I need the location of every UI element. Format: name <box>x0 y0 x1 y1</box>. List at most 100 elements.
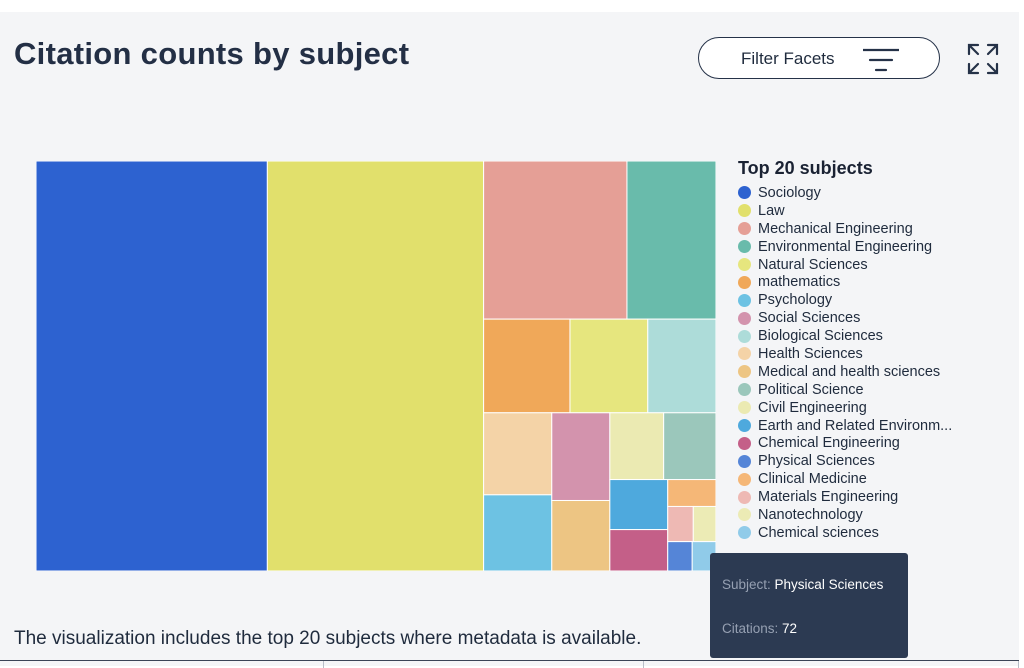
legend-item[interactable]: Clinical Medicine <box>738 470 978 488</box>
legend-label: Physical Sciences <box>758 453 875 470</box>
tooltip: Subject: Physical Sciences Citations: 72 <box>710 553 908 658</box>
treemap-cell[interactable] <box>266 161 485 571</box>
filter-facets-label: Filter Facets <box>741 49 835 68</box>
legend-swatch <box>738 204 751 218</box>
legend-label: mathematics <box>758 274 841 291</box>
legend-swatch <box>738 490 751 504</box>
expand-icon[interactable] <box>966 42 1000 76</box>
table-header <box>0 660 1019 668</box>
legend-swatch <box>738 365 751 379</box>
legend-item[interactable]: Law <box>738 202 978 220</box>
treemap-cell[interactable] <box>551 412 611 501</box>
treemap-cell[interactable] <box>36 161 268 571</box>
legend-item[interactable]: Sociology <box>738 184 978 202</box>
treemap-cell[interactable] <box>667 541 693 571</box>
legend-title: Top 20 subjects <box>738 158 873 178</box>
legend-swatch <box>738 222 751 236</box>
legend-item[interactable]: Mechanical Engineering <box>738 220 978 238</box>
legend-label: Earth and Related Environm... <box>758 417 953 434</box>
legend-swatch <box>738 293 751 307</box>
tooltip-subject-key: Subject: <box>722 577 771 592</box>
tooltip-citations-key: Citations: <box>722 621 779 636</box>
table-column <box>324 661 644 668</box>
treemap-cell[interactable] <box>647 318 716 414</box>
legend-item[interactable]: Social Sciences <box>738 309 978 327</box>
legend-item[interactable]: Political Science <box>738 381 978 399</box>
treemap-cell[interactable] <box>626 161 716 320</box>
legend-label: Biological Sciences <box>758 328 883 345</box>
tooltip-citations-value: 72 <box>782 621 798 636</box>
legend: Top 20 subjects Sociology Law Mechanical E… <box>738 158 978 542</box>
legend-label: Mechanical Engineering <box>758 220 913 237</box>
table-column <box>644 661 1019 668</box>
tooltip-citations-row: Citations: 72 <box>722 621 797 636</box>
legend-swatch <box>738 472 751 486</box>
legend-swatch <box>738 240 751 254</box>
legend-label: Civil Engineering <box>758 399 867 416</box>
legend-item[interactable]: Chemical Engineering <box>738 434 978 452</box>
legend-item[interactable]: Nanotechnology <box>738 506 978 524</box>
treemap-cell[interactable] <box>483 161 628 320</box>
filter-icon <box>863 48 899 72</box>
legend-swatch <box>738 526 751 540</box>
legend-swatch <box>738 275 751 289</box>
legend-swatch <box>738 436 751 450</box>
legend-label: Health Sciences <box>758 345 863 362</box>
treemap-cell[interactable] <box>551 499 611 571</box>
treemap-cell[interactable] <box>483 494 553 571</box>
tooltip-subject-row: Subject: Physical Sciences <box>722 577 883 592</box>
legend-label: Clinical Medicine <box>758 471 867 488</box>
treemap-cell[interactable] <box>609 529 669 571</box>
legend-swatch <box>738 311 751 325</box>
legend-label: Chemical sciences <box>758 524 879 541</box>
legend-swatch <box>738 347 751 361</box>
filter-facets-button[interactable]: Filter Facets <box>698 37 940 79</box>
legend-item[interactable]: mathematics <box>738 273 978 291</box>
legend-swatch <box>738 401 751 415</box>
legend-item[interactable]: Biological Sciences <box>738 327 978 345</box>
legend-swatch <box>738 508 751 522</box>
legend-label: Materials Engineering <box>758 489 899 506</box>
legend-item[interactable]: Medical and health sciences <box>738 363 978 381</box>
legend-swatch <box>738 186 751 200</box>
legend-item[interactable]: Earth and Related Environm... <box>738 417 978 435</box>
legend-item[interactable]: Psychology <box>738 291 978 309</box>
footnote: The visualization includes the top 20 su… <box>14 628 642 649</box>
legend-label: Sociology <box>758 184 821 201</box>
treemap-cell[interactable] <box>692 505 716 543</box>
legend-label: Chemical Engineering <box>758 435 900 452</box>
legend-item[interactable]: Natural Sciences <box>738 256 978 274</box>
legend-item[interactable]: Chemical sciences <box>738 524 978 542</box>
legend-label: Nanotechnology <box>758 506 863 523</box>
legend-item[interactable]: Health Sciences <box>738 345 978 363</box>
legend-label: Medical and health sciences <box>758 363 941 380</box>
legend-list: Sociology Law Mechanical Engineering Enviro… <box>738 184 978 542</box>
treemap-cell[interactable] <box>609 412 665 481</box>
legend-label: Social Sciences <box>758 310 861 327</box>
legend-item[interactable]: Materials Engineering <box>738 488 978 506</box>
legend-item[interactable]: Physical Sciences <box>738 452 978 470</box>
treemap-cell[interactable] <box>569 318 649 414</box>
legend-swatch <box>738 454 751 468</box>
treemap-cell[interactable] <box>609 479 669 531</box>
treemap-chart <box>36 161 716 571</box>
legend-swatch <box>738 419 751 433</box>
treemap-cell[interactable] <box>667 505 694 543</box>
tooltip-subject-value: Physical Sciences <box>774 577 884 592</box>
legend-label: Natural Sciences <box>758 256 868 273</box>
legend-swatch <box>738 329 751 343</box>
treemap-cell[interactable] <box>483 318 571 414</box>
legend-item[interactable]: Environmental Engineering <box>738 238 978 256</box>
treemap-cell[interactable] <box>483 412 553 496</box>
legend-swatch <box>738 383 751 397</box>
page-title: Citation counts by subject <box>14 36 410 71</box>
legend-label: Environmental Engineering <box>758 238 933 255</box>
legend-label: Political Science <box>758 381 864 398</box>
legend-label: Psychology <box>758 292 833 309</box>
legend-item[interactable]: Civil Engineering <box>738 399 978 417</box>
treemap-cell[interactable] <box>667 479 716 507</box>
legend-swatch <box>738 258 751 271</box>
legend-label: Law <box>758 202 785 219</box>
treemap-cell[interactable] <box>663 412 716 481</box>
table-column <box>0 661 324 668</box>
